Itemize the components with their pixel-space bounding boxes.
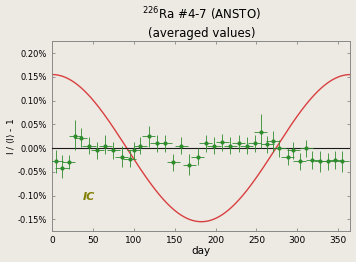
Title: $^{226}$Ra #4-7 (ANSTO)
(averaged values): $^{226}$Ra #4-7 (ANSTO) (averaged values…: [142, 6, 261, 40]
X-axis label: day: day: [192, 247, 211, 256]
Text: IC: IC: [83, 192, 95, 202]
Y-axis label: I / $\langle$I$\rangle$ - 1: I / $\langle$I$\rangle$ - 1: [6, 118, 17, 155]
